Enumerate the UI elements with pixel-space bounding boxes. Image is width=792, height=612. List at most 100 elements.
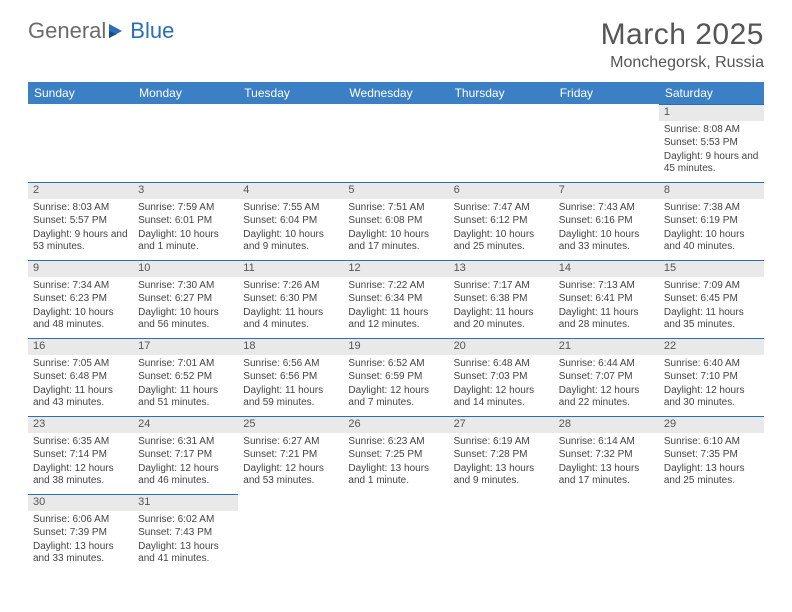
sunset-text: Sunset: 6:59 PM [348,371,443,384]
day-info: Sunrise: 6:27 AMSunset: 7:21 PMDaylight:… [238,433,343,492]
day-info: Sunrise: 8:03 AMSunset: 5:57 PMDaylight:… [28,199,133,258]
day-info: Sunrise: 8:08 AMSunset: 5:53 PMDaylight:… [659,121,764,180]
day-number: 7 [554,182,659,199]
sunset-text: Sunset: 7:07 PM [559,371,654,384]
day-number: 5 [343,182,448,199]
daylight-text: Daylight: 11 hours and 20 minutes. [454,307,549,332]
calendar-day-cell: 18Sunrise: 6:56 AMSunset: 6:56 PMDayligh… [238,338,343,416]
calendar-day-cell: 12Sunrise: 7:22 AMSunset: 6:34 PMDayligh… [343,260,448,338]
calendar-empty-cell [343,104,448,182]
daylight-text: Daylight: 13 hours and 25 minutes. [664,463,759,488]
sunset-text: Sunset: 6:34 PM [348,293,443,306]
calendar-week-row: 2Sunrise: 8:03 AMSunset: 5:57 PMDaylight… [28,182,764,260]
day-number: 18 [238,338,343,355]
day-info: Sunrise: 7:38 AMSunset: 6:19 PMDaylight:… [659,199,764,258]
weekday-header: Wednesday [343,82,448,104]
calendar-week-row: 1Sunrise: 8:08 AMSunset: 5:53 PMDaylight… [28,104,764,182]
sunrise-text: Sunrise: 7:59 AM [138,202,233,215]
daylight-text: Daylight: 11 hours and 59 minutes. [243,385,338,410]
day-number: 6 [449,182,554,199]
day-info: Sunrise: 7:09 AMSunset: 6:45 PMDaylight:… [659,277,764,336]
sunset-text: Sunset: 6:45 PM [664,293,759,306]
daylight-text: Daylight: 13 hours and 33 minutes. [33,541,128,566]
day-number: 1 [659,104,764,121]
calendar-empty-cell [28,104,133,182]
calendar-body: 1Sunrise: 8:08 AMSunset: 5:53 PMDaylight… [28,104,764,572]
sunrise-text: Sunrise: 7:13 AM [559,280,654,293]
day-number: 27 [449,416,554,433]
sunset-text: Sunset: 6:27 PM [138,293,233,306]
calendar-week-row: 16Sunrise: 7:05 AMSunset: 6:48 PMDayligh… [28,338,764,416]
sunrise-text: Sunrise: 7:47 AM [454,202,549,215]
day-number: 19 [343,338,448,355]
sunrise-text: Sunrise: 6:23 AM [348,436,443,449]
sunrise-text: Sunrise: 7:34 AM [33,280,128,293]
sunrise-text: Sunrise: 7:22 AM [348,280,443,293]
calendar-day-cell: 22Sunrise: 6:40 AMSunset: 7:10 PMDayligh… [659,338,764,416]
calendar-day-cell: 1Sunrise: 8:08 AMSunset: 5:53 PMDaylight… [659,104,764,182]
calendar-day-cell: 3Sunrise: 7:59 AMSunset: 6:01 PMDaylight… [133,182,238,260]
day-info: Sunrise: 6:23 AMSunset: 7:25 PMDaylight:… [343,433,448,492]
day-info: Sunrise: 6:06 AMSunset: 7:39 PMDaylight:… [28,511,133,570]
sunrise-text: Sunrise: 6:44 AM [559,358,654,371]
daylight-text: Daylight: 12 hours and 30 minutes. [664,385,759,410]
day-info: Sunrise: 7:22 AMSunset: 6:34 PMDaylight:… [343,277,448,336]
sunrise-text: Sunrise: 8:03 AM [33,202,128,215]
calendar-empty-cell [659,494,764,572]
calendar-day-cell: 10Sunrise: 7:30 AMSunset: 6:27 PMDayligh… [133,260,238,338]
sunrise-text: Sunrise: 7:30 AM [138,280,233,293]
sunset-text: Sunset: 5:53 PM [664,137,759,150]
sunrise-text: Sunrise: 7:01 AM [138,358,233,371]
sunset-text: Sunset: 6:48 PM [33,371,128,384]
sunset-text: Sunset: 7:21 PM [243,449,338,462]
day-info: Sunrise: 6:02 AMSunset: 7:43 PMDaylight:… [133,511,238,570]
day-info: Sunrise: 7:30 AMSunset: 6:27 PMDaylight:… [133,277,238,336]
daylight-text: Daylight: 11 hours and 4 minutes. [243,307,338,332]
sunset-text: Sunset: 7:32 PM [559,449,654,462]
weekday-header: Tuesday [238,82,343,104]
sunrise-text: Sunrise: 6:10 AM [664,436,759,449]
daylight-text: Daylight: 11 hours and 51 minutes. [138,385,233,410]
daylight-text: Daylight: 12 hours and 46 minutes. [138,463,233,488]
sunset-text: Sunset: 6:19 PM [664,215,759,228]
sunrise-text: Sunrise: 6:52 AM [348,358,443,371]
location-text: Monchegorsk, Russia [601,54,764,72]
sunrise-text: Sunrise: 6:35 AM [33,436,128,449]
day-number: 13 [449,260,554,277]
daylight-text: Daylight: 10 hours and 56 minutes. [138,307,233,332]
sunrise-text: Sunrise: 6:40 AM [664,358,759,371]
sunrise-text: Sunrise: 6:06 AM [33,514,128,527]
calendar-day-cell: 24Sunrise: 6:31 AMSunset: 7:17 PMDayligh… [133,416,238,494]
logo: General Blue [28,18,174,44]
calendar-empty-cell [133,104,238,182]
day-info: Sunrise: 7:26 AMSunset: 6:30 PMDaylight:… [238,277,343,336]
daylight-text: Daylight: 13 hours and 9 minutes. [454,463,549,488]
day-info: Sunrise: 7:59 AMSunset: 6:01 PMDaylight:… [133,199,238,258]
sunrise-text: Sunrise: 7:09 AM [664,280,759,293]
sunset-text: Sunset: 6:16 PM [559,215,654,228]
calendar-day-cell: 25Sunrise: 6:27 AMSunset: 7:21 PMDayligh… [238,416,343,494]
sunset-text: Sunset: 6:38 PM [454,293,549,306]
calendar-empty-cell [554,104,659,182]
day-number: 16 [28,338,133,355]
calendar-day-cell: 30Sunrise: 6:06 AMSunset: 7:39 PMDayligh… [28,494,133,572]
calendar-day-cell: 16Sunrise: 7:05 AMSunset: 6:48 PMDayligh… [28,338,133,416]
sunset-text: Sunset: 7:17 PM [138,449,233,462]
day-info: Sunrise: 7:17 AMSunset: 6:38 PMDaylight:… [449,277,554,336]
daylight-text: Daylight: 11 hours and 43 minutes. [33,385,128,410]
sunset-text: Sunset: 6:08 PM [348,215,443,228]
sunset-text: Sunset: 6:12 PM [454,215,549,228]
day-info: Sunrise: 7:43 AMSunset: 6:16 PMDaylight:… [554,199,659,258]
day-info: Sunrise: 6:48 AMSunset: 7:03 PMDaylight:… [449,355,554,414]
sunset-text: Sunset: 7:03 PM [454,371,549,384]
daylight-text: Daylight: 10 hours and 40 minutes. [664,229,759,254]
daylight-text: Daylight: 13 hours and 17 minutes. [559,463,654,488]
daylight-text: Daylight: 11 hours and 35 minutes. [664,307,759,332]
day-info: Sunrise: 7:51 AMSunset: 6:08 PMDaylight:… [343,199,448,258]
day-number: 3 [133,182,238,199]
flag-icon [108,22,128,40]
daylight-text: Daylight: 9 hours and 53 minutes. [33,229,128,254]
sunset-text: Sunset: 7:28 PM [454,449,549,462]
day-info: Sunrise: 7:05 AMSunset: 6:48 PMDaylight:… [28,355,133,414]
calendar-day-cell: 23Sunrise: 6:35 AMSunset: 7:14 PMDayligh… [28,416,133,494]
